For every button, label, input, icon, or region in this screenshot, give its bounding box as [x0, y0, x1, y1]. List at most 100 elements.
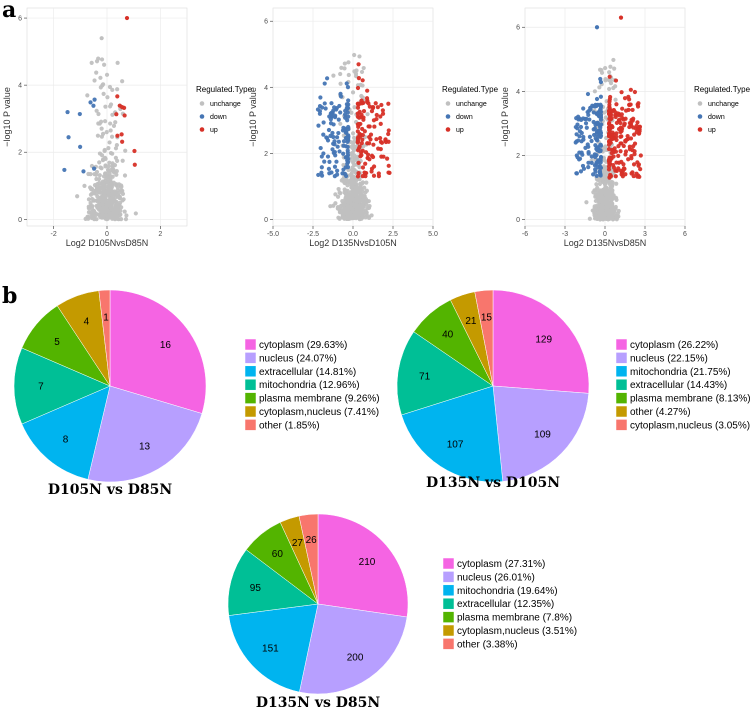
- point-unchange: [108, 174, 113, 179]
- point-up: [364, 96, 370, 101]
- point-up: [629, 154, 634, 159]
- point-unchange: [597, 67, 603, 72]
- point-unchange: [357, 165, 362, 170]
- point-down: [327, 159, 332, 164]
- point-unchange: [104, 72, 110, 77]
- point-unchange: [85, 93, 90, 98]
- point-unchange: [115, 194, 120, 199]
- point-up: [366, 101, 371, 106]
- point-down: [334, 105, 339, 111]
- point-unchange: [600, 177, 605, 182]
- point-down: [328, 117, 333, 122]
- slice-label: 71: [419, 371, 431, 382]
- point-up: [381, 154, 386, 159]
- point-down: [593, 104, 598, 109]
- point-unchange: [600, 201, 605, 206]
- slice-label: 21: [465, 316, 477, 327]
- point-up: [374, 116, 379, 122]
- point-up: [636, 173, 641, 178]
- pie-slice-other: [98, 289, 111, 387]
- x-tick-label: 0: [603, 231, 607, 238]
- point-unchange: [358, 181, 363, 187]
- point-up: [630, 170, 635, 175]
- point-unchange: [349, 185, 354, 190]
- point-unchange: [593, 198, 598, 204]
- point-down: [322, 159, 327, 164]
- pie-legend-label: nucleus (26.01%): [457, 572, 535, 583]
- point-up: [374, 137, 379, 142]
- point-down: [340, 171, 345, 176]
- point-unchange: [109, 187, 114, 192]
- point-up: [360, 78, 365, 83]
- point-unchange: [94, 186, 100, 191]
- point-unchange: [613, 84, 618, 89]
- point-unchange: [350, 131, 356, 136]
- point-unchange: [603, 78, 608, 83]
- point-unchange: [111, 180, 116, 185]
- pie-legend-label: nucleus (22.15%): [630, 353, 708, 364]
- pie-chart-3: 210 200 151 95 60 27 26 D135N vs D85N cytoplasm …: [227, 513, 577, 709]
- point-unchange: [98, 75, 103, 80]
- pie-slice-cytoplasm: [109, 289, 207, 414]
- point-down: [321, 120, 326, 125]
- point-unchange: [106, 164, 111, 169]
- point-unchange: [597, 188, 603, 193]
- point-unchange: [364, 210, 369, 215]
- point-unchange: [94, 70, 99, 75]
- point-unchange: [120, 79, 125, 84]
- point-unchange: [107, 160, 112, 165]
- point-unchange: [115, 158, 120, 163]
- point-unchange: [615, 211, 620, 216]
- point-down: [325, 154, 331, 159]
- point-unchange: [120, 158, 125, 163]
- point-up: [356, 76, 361, 81]
- point-unchange: [97, 180, 102, 185]
- point-down: [332, 149, 337, 155]
- point-up: [621, 162, 626, 167]
- pie-slice-extracellular: [21, 385, 111, 480]
- point-up: [378, 114, 383, 119]
- point-down: [336, 130, 341, 136]
- point-unchange: [96, 56, 101, 61]
- point-unchange: [94, 108, 99, 113]
- point-up: [627, 144, 632, 149]
- point-up: [357, 109, 362, 114]
- point-unchange: [343, 188, 348, 193]
- point-up: [636, 131, 642, 136]
- point-up: [114, 112, 119, 117]
- point-down: [589, 138, 594, 144]
- point-up: [606, 142, 612, 147]
- point-unchange: [359, 69, 365, 75]
- point-down: [597, 114, 602, 119]
- legend-key-unchange: [199, 101, 205, 106]
- slice-label: 1: [103, 312, 109, 323]
- point-unchange: [349, 110, 354, 115]
- point-unchange: [100, 202, 105, 207]
- pie-charts: 16 13 8 7 5 4 1 D105N vs D85N cytoplasm (29.63%)…: [13, 289, 751, 709]
- point-up: [363, 150, 369, 155]
- point-down: [81, 169, 86, 174]
- legend-key-unchange: [445, 101, 451, 106]
- point-up: [369, 169, 374, 174]
- point-up: [365, 88, 370, 93]
- point-unchange: [100, 158, 106, 163]
- pie-legend-key: [442, 584, 455, 597]
- legend-label-down: down: [210, 114, 227, 121]
- point-unchange: [607, 70, 612, 75]
- point-up: [362, 129, 367, 134]
- x-axis-title: Log2 D135NvsD105N: [309, 238, 397, 248]
- point-up: [635, 104, 641, 109]
- point-down: [332, 142, 337, 147]
- point-unchange: [355, 211, 361, 216]
- point-unchange: [104, 203, 110, 209]
- point-unchange: [103, 209, 108, 214]
- point-down: [336, 117, 341, 122]
- point-down: [591, 127, 596, 132]
- point-up: [360, 101, 365, 106]
- pie-legend-label: extracellular (12.35%): [457, 599, 554, 610]
- legend-label-up: up: [210, 127, 218, 134]
- point-unchange: [110, 151, 115, 156]
- point-down: [586, 150, 591, 155]
- point-up: [614, 160, 619, 165]
- point-up: [610, 125, 615, 130]
